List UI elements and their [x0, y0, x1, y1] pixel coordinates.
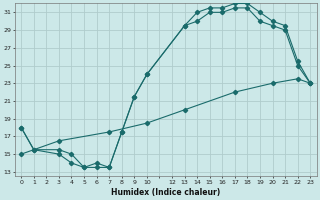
X-axis label: Humidex (Indice chaleur): Humidex (Indice chaleur)	[111, 188, 220, 197]
